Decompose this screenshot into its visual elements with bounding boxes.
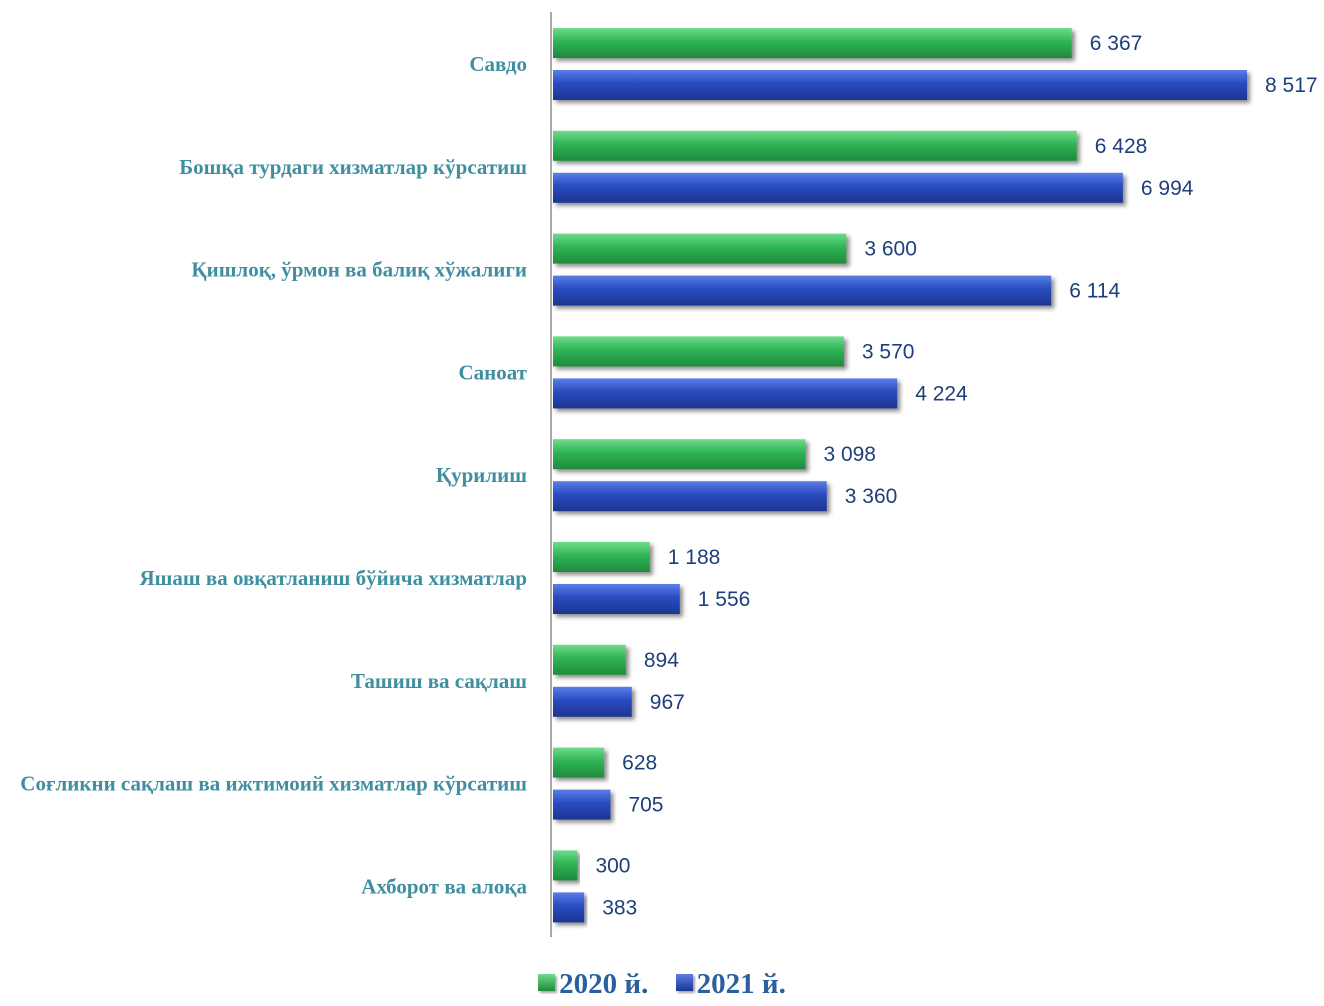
category-label-6: Ташиш ва сақлаш bbox=[351, 669, 527, 693]
bar-2021-3 bbox=[553, 378, 898, 409]
value-label-2021-0: 8 517 bbox=[1265, 74, 1318, 97]
category-label-8: Ахборот ва алоқа bbox=[361, 874, 527, 898]
bar-2020-2 bbox=[553, 233, 847, 264]
value-label-2021-3: 4 224 bbox=[915, 382, 968, 405]
legend-label-2020: 2020 й. bbox=[559, 968, 649, 1000]
value-label-2021-4: 3 360 bbox=[845, 485, 898, 508]
bar-2020-1 bbox=[553, 130, 1077, 161]
bar-2020-6 bbox=[553, 644, 626, 675]
value-label-2020-0: 6 367 bbox=[1090, 32, 1143, 55]
value-label-2020-2: 3 600 bbox=[864, 238, 917, 261]
value-label-2021-1: 6 994 bbox=[1141, 177, 1194, 200]
value-label-2021-2: 6 114 bbox=[1069, 280, 1120, 303]
bars-layer bbox=[553, 28, 1247, 923]
bar-2021-4 bbox=[553, 481, 827, 512]
value-label-2021-6: 967 bbox=[650, 691, 685, 714]
bar-2021-1 bbox=[553, 172, 1123, 203]
category-label-0: Савдо bbox=[469, 52, 527, 76]
value-label-2021-5: 1 556 bbox=[698, 588, 751, 611]
bar-2021-6 bbox=[553, 686, 632, 717]
category-label-5: Яшаш ва овқатланиш бўйича хизматлар bbox=[140, 566, 528, 590]
bar-2021-2 bbox=[553, 275, 1052, 306]
value-label-2020-8: 300 bbox=[595, 854, 630, 877]
labels-layer: 6 367 8 517 Савдо 6 428 6 994 Бошқа турдаги х… bbox=[20, 32, 1317, 919]
legend: 2020 й. 2021 й. bbox=[0, 968, 1324, 1001]
value-label-2020-6: 894 bbox=[644, 649, 679, 672]
bar-2020-4 bbox=[553, 439, 806, 470]
bar-2020-8 bbox=[553, 850, 578, 881]
legend-item-2020: 2020 й. bbox=[538, 968, 648, 1001]
bar-2021-0 bbox=[553, 70, 1247, 100]
bar-2021-5 bbox=[553, 584, 680, 614]
legend-item-2021: 2021 й. bbox=[675, 968, 786, 1001]
bar-2020-5 bbox=[553, 542, 650, 572]
bar-2020-0 bbox=[553, 28, 1072, 58]
value-label-2021-7: 705 bbox=[628, 794, 663, 817]
legend-swatch-2021 bbox=[675, 974, 693, 991]
bar-chart: 6 367 8 517 Савдо 6 428 6 994 Бошқа турдаги х… bbox=[20, 12, 1318, 937]
category-label-3: Саноат bbox=[458, 360, 527, 384]
category-label-7: Соғликни сақлаш ва ижтимоий хизматлар кў… bbox=[20, 772, 527, 796]
bar-2021-7 bbox=[553, 789, 611, 820]
category-label-4: Қурилиш bbox=[436, 463, 527, 487]
value-label-2020-7: 628 bbox=[622, 752, 657, 775]
bar-2020-3 bbox=[553, 336, 844, 367]
value-label-2020-1: 6 428 bbox=[1095, 135, 1148, 158]
value-label-2021-8: 383 bbox=[602, 896, 637, 919]
legend-label-2021: 2021 й. bbox=[696, 968, 786, 1000]
bar-2020-7 bbox=[553, 747, 605, 778]
value-label-2020-5: 1 188 bbox=[668, 546, 721, 569]
category-label-2: Қишлоқ, ўрмон ва балиқ хўжалиги bbox=[191, 258, 527, 282]
bar-2021-8 bbox=[553, 892, 585, 923]
value-label-2020-3: 3 570 bbox=[862, 340, 915, 363]
legend-swatch-2020 bbox=[538, 974, 556, 991]
category-label-1: Бошқа турдаги хизматлар кўрсатиш bbox=[179, 155, 527, 179]
value-label-2020-4: 3 098 bbox=[823, 443, 876, 466]
